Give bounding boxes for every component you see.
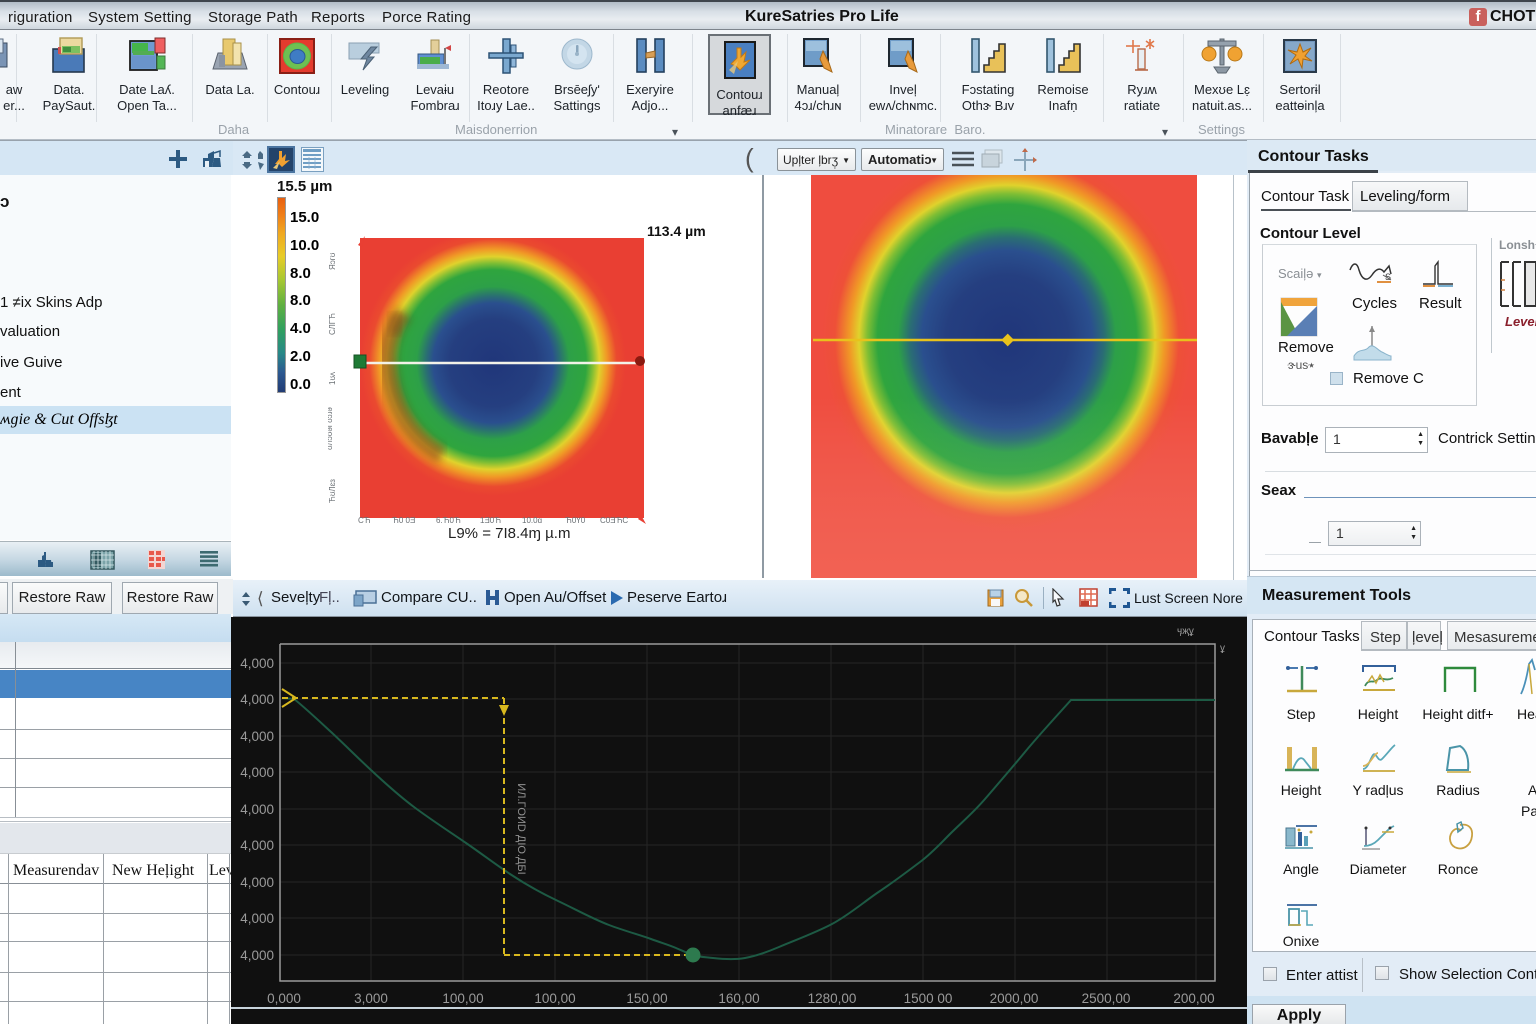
svg-text:ӌҗұ̣: ӌҗұ̣ — [1177, 626, 1194, 637]
svg-text:4,000: 4,000 — [240, 838, 274, 853]
svg-text:ʊЛɔʊəГʊɔɹə: ʊЛɔʊəГʊɔɹə — [328, 407, 334, 450]
svg-text:1ʊʌ: 1ʊʌ — [328, 372, 337, 385]
svg-text:ИЛ.ГOИD ДIO.ДБI: ИЛ.ГOИD ДIO.ДБI — [515, 783, 527, 874]
svg-text:4,000: 4,000 — [240, 729, 274, 744]
svg-text:Яɔгʊ: Яɔгʊ — [328, 252, 337, 270]
svg-text:S: S — [1385, 272, 1391, 282]
svg-text:160,00: 160,00 — [718, 991, 759, 1006]
svg-text:3,000: 3,000 — [354, 991, 388, 1006]
svg-text:4,000: 4,000 — [240, 802, 274, 817]
svg-text:0,000: 0,000 — [267, 991, 301, 1006]
svg-text:150,00: 150,00 — [626, 991, 667, 1006]
svg-text:1500 00: 1500 00 — [904, 991, 953, 1006]
svg-text:2000,00: 2000,00 — [990, 991, 1039, 1006]
svg-text:4,000: 4,000 — [240, 765, 274, 780]
svg-text:100,00: 100,00 — [534, 991, 575, 1006]
svg-text:СЛГЋ: СЛГЋ — [328, 313, 337, 335]
svg-text:4,000: 4,000 — [240, 911, 274, 926]
svg-text:4,000: 4,000 — [240, 948, 274, 963]
svg-text:2500,00: 2500,00 — [1082, 991, 1131, 1006]
svg-text:ЋʊЛɛɜ: ЋʊЛɛɜ — [328, 479, 337, 503]
svg-text:4,000: 4,000 — [240, 656, 274, 671]
svg-text:4,000: 4,000 — [240, 692, 274, 707]
svg-text:4,000: 4,000 — [240, 875, 274, 890]
svg-text:1280,00: 1280,00 — [808, 991, 857, 1006]
svg-text:200,00: 200,00 — [1173, 991, 1214, 1006]
svg-text:100,00: 100,00 — [442, 991, 483, 1006]
svg-text:ұ̣: ұ̣ — [1220, 643, 1225, 654]
